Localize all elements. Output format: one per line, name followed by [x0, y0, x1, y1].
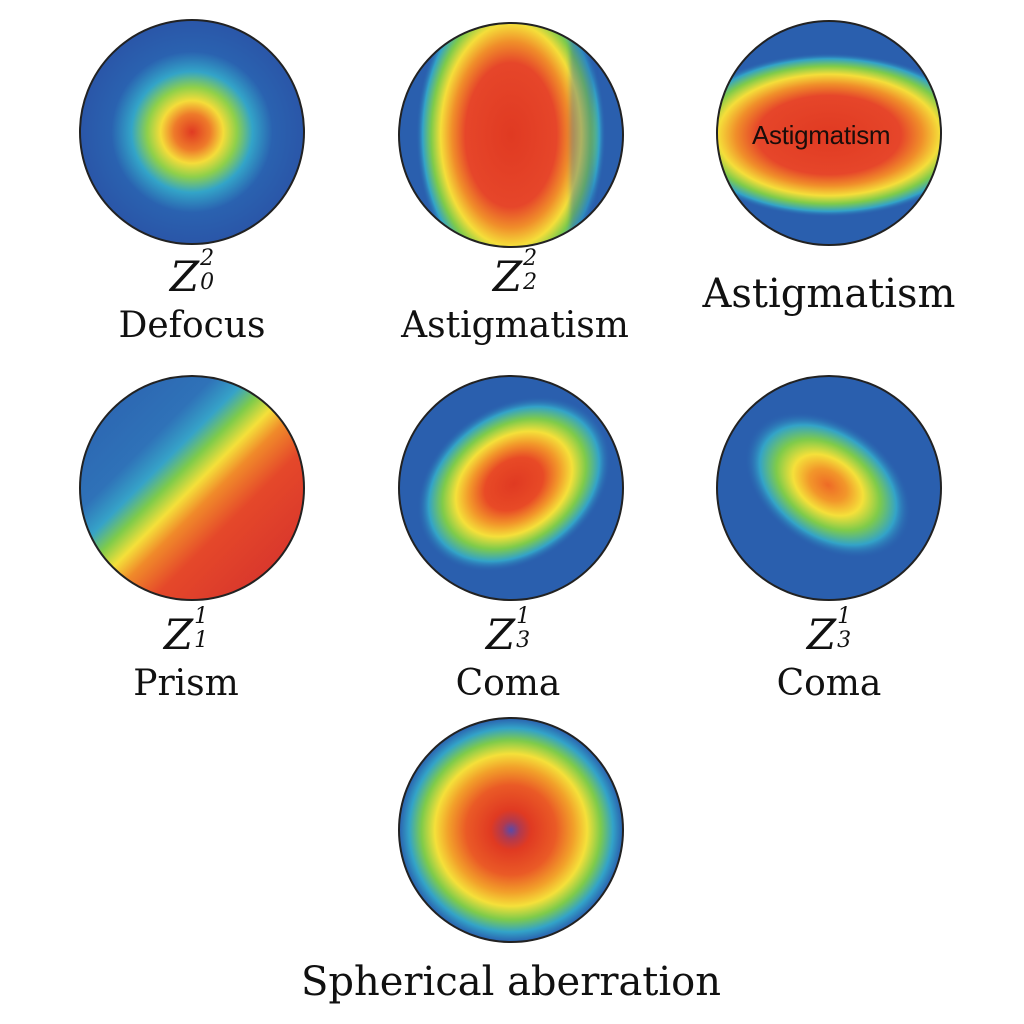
astigmatism-vertical-name: Astigmatism: [401, 305, 629, 346]
coma-name-a: Coma: [455, 663, 561, 704]
astigmatism-inner-label: Astigmatism: [752, 120, 891, 150]
spherical-aberration-outline: [398, 717, 624, 943]
prism-map: [80, 376, 304, 600]
defocus-name: Defocus: [118, 305, 266, 346]
coma-map-b: [717, 376, 941, 600]
coma-outline-a: [398, 375, 624, 601]
coma-name-b: Coma: [776, 663, 882, 704]
defocus-outline: [79, 19, 305, 245]
spherical-aberration-map: [399, 718, 623, 942]
coma-map-a: [399, 376, 623, 600]
defocus-map: [80, 20, 304, 244]
astigmatism-horizontal-outline: [716, 20, 942, 246]
astigmatism-vertical-outline: [398, 22, 624, 248]
prism-outline: [79, 375, 305, 601]
spherical-aberration-name: Spherical aberration: [300, 959, 722, 1005]
prism-name: Prism: [133, 663, 239, 704]
spherical-aberration-label: Spherical aberration: [271, 956, 751, 1002]
astigmatism-horizontal-name: Astigmatism: [702, 271, 956, 317]
astigmatism-horizontal-label: Astigmatism: [669, 268, 989, 314]
coma-outline-b: [716, 375, 942, 601]
astigmatism-horizontal-map: [717, 21, 941, 245]
astigmatism-vertical-map: [399, 23, 623, 247]
